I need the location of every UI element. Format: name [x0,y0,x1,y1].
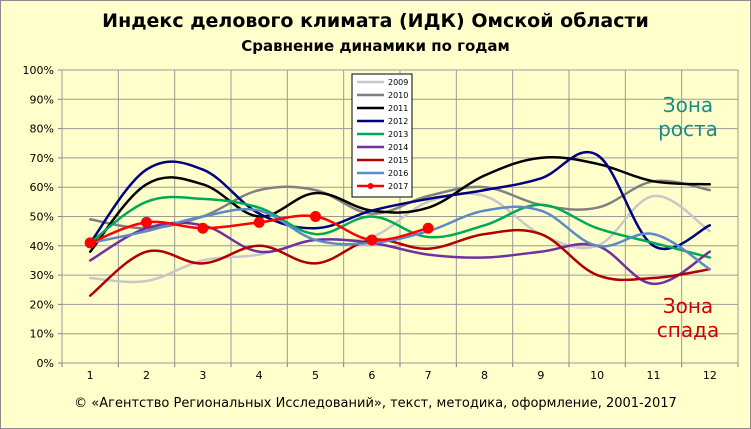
y-tick-label: 60% [30,181,54,194]
legend: 2009 2010 2011 2012 2013 2014 2015 2016 2017 [351,73,413,198]
x-tick-label: 2 [143,369,150,382]
legend-label-2009: 2009 [388,78,408,87]
series-line-2011 [88,156,712,253]
x-tick-label: 8 [481,369,488,382]
grid-lines [58,69,739,367]
zone-label: спада [657,318,719,342]
x-tick-label: 10 [590,369,604,382]
legend-label-2015: 2015 [388,156,408,165]
zone-label: Зона [663,294,713,318]
x-tick-label: 3 [199,369,206,382]
series-line-2016 [88,205,712,271]
y-tick-label: 10% [30,328,54,341]
y-tick-label: 50% [30,211,54,224]
y-tick-label: 70% [30,152,54,165]
series-point-2017 [141,216,152,228]
series-point-2017 [310,211,321,222]
series-line-2013 [88,195,712,259]
y-tick-label: 20% [30,298,54,311]
y-tick-label: 40% [30,240,54,253]
zone-label: роста [658,117,718,141]
series-point-2017 [84,237,96,249]
legend-marker-2017 [367,183,374,189]
series-point-2017 [422,222,434,234]
copyright-text: © «Агентство Региональных Исследований»,… [74,396,677,411]
series-lines [84,151,712,297]
legend-label-2017: 2017 [388,182,408,191]
x-tick-label: 11 [647,369,661,382]
y-tick-label: 80% [30,123,54,136]
y-tick-label: 100% [23,64,54,77]
x-axis-ticks: 1 2 3 4 5 6 7 8 9 10 11 12 [87,369,717,382]
x-tick-label: 1 [87,369,94,382]
x-tick-label: 9 [537,369,544,382]
x-tick-label: 6 [368,369,375,382]
legend-label-2011: 2011 [388,104,408,113]
series-point-2017 [197,222,209,234]
series-line-2014 [88,221,712,286]
x-tick-label: 12 [703,369,717,382]
x-tick-label: 7 [425,369,432,382]
y-tick-label: 90% [30,93,54,106]
x-tick-label: 4 [256,369,263,382]
legend-label-2014: 2014 [388,143,408,152]
series-line-2012 [88,151,712,251]
series-point-2017 [366,234,378,246]
y-tick-label: 0% [37,357,54,370]
legend-label-2016: 2016 [388,169,408,178]
zone-label: Зона [663,93,713,117]
y-axis-ticks: 0% 10% 20% 30% 40% 50% 60% 70% 80% 90% 100% [23,64,54,370]
legend-label-2012: 2012 [388,117,408,126]
chart-title: Индекс делового климата (ИДК) Омской обл… [102,10,649,32]
series-point-2017 [253,216,265,228]
x-tick-label: 5 [312,369,319,382]
legend-label-2013: 2013 [388,130,408,139]
legend-label-2010: 2010 [388,91,408,100]
y-tick-label: 30% [30,269,54,282]
chart-subtitle: Сравнение динамики по годам [241,37,510,55]
